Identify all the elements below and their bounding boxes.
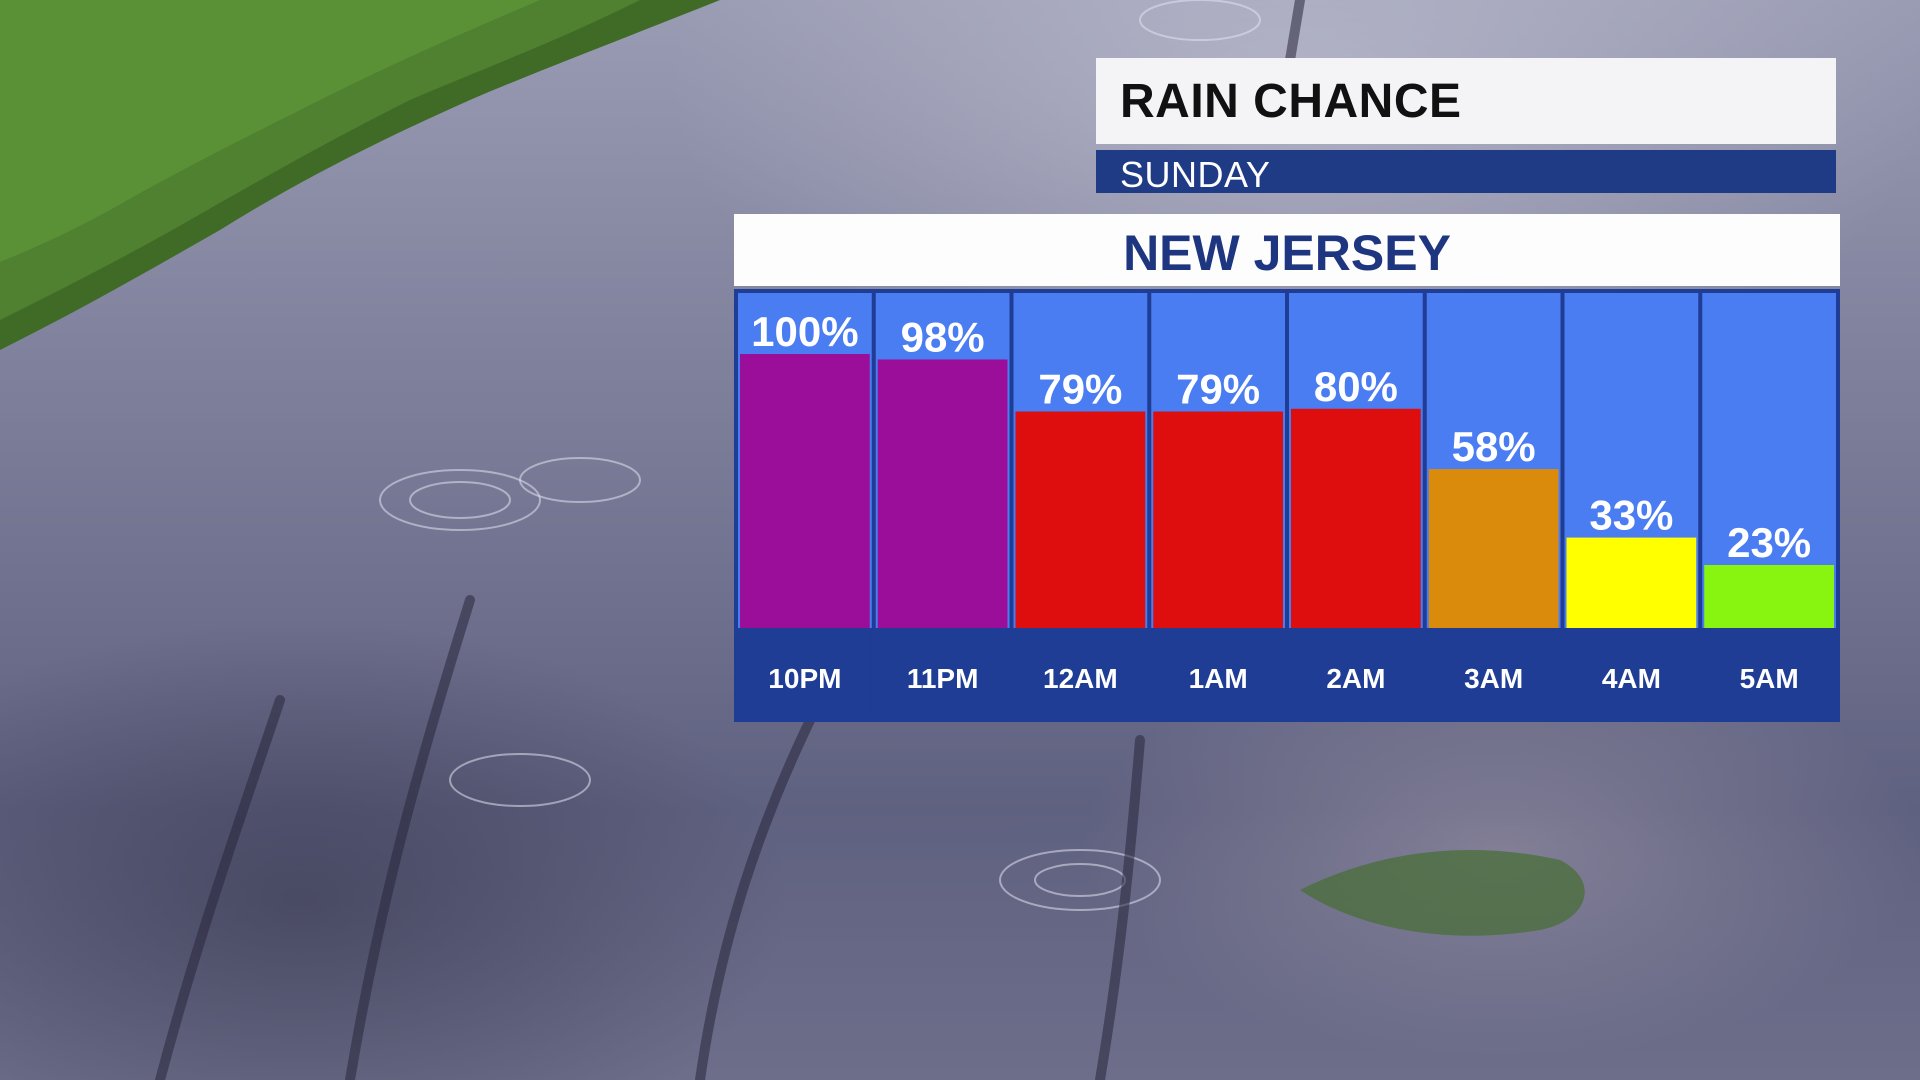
value-label: 100% xyxy=(751,308,858,355)
hour-label-cell xyxy=(875,628,1010,718)
hour-label-cell xyxy=(1151,628,1285,718)
hour-label: 12AM xyxy=(1043,663,1118,694)
hour-label: 5AM xyxy=(1740,663,1799,694)
hour-label-cell xyxy=(1702,628,1836,718)
chart-canvas: 100% 10PM 98% 11PM 79% 12AM 79% 1AM 80% 2AM 58% 3AM… xyxy=(738,293,1836,718)
hour-label-cell xyxy=(1564,628,1699,718)
bar-2am xyxy=(1291,408,1421,628)
day-banner: SUNDAY xyxy=(1096,150,1836,195)
value-label: 23% xyxy=(1727,519,1811,566)
hour-label-cell xyxy=(1426,628,1561,718)
hour-label: 10PM xyxy=(768,663,841,694)
hour-label: 3AM xyxy=(1464,663,1523,694)
value-label: 33% xyxy=(1589,492,1673,539)
value-label: 79% xyxy=(1038,366,1122,413)
bar-12am xyxy=(1015,411,1146,628)
hour-label: 11PM xyxy=(907,663,979,694)
chart-title: RAIN CHANCE xyxy=(1120,75,1462,128)
value-label: 98% xyxy=(901,313,985,360)
region-title: NEW JERSEY xyxy=(1123,225,1451,281)
hour-label-cell xyxy=(1289,628,1423,718)
hour-label: 1AM xyxy=(1189,663,1248,694)
hour-label-cell xyxy=(1013,628,1148,718)
bar-10pm xyxy=(740,354,870,628)
value-label: 80% xyxy=(1314,363,1398,410)
rain-chance-chart: 100% 10PM 98% 11PM 79% 12AM 79% 1AM 80% 2AM 58% 3AM… xyxy=(734,289,1840,722)
value-label: 58% xyxy=(1452,423,1536,470)
value-label: 79% xyxy=(1176,366,1260,413)
bar-3am xyxy=(1428,469,1559,628)
hour-label: 4AM xyxy=(1602,663,1661,694)
region-banner: NEW JERSEY xyxy=(734,214,1840,286)
hour-label: 2AM xyxy=(1326,663,1385,694)
hour-label-cell xyxy=(738,628,872,718)
bar-1am xyxy=(1153,411,1283,628)
day-subtitle: SUNDAY xyxy=(1120,154,1271,195)
bar-5am xyxy=(1704,564,1834,628)
title-banner: RAIN CHANCE xyxy=(1096,58,1836,144)
bar-4am xyxy=(1566,537,1697,628)
bar-11pm xyxy=(877,359,1008,628)
